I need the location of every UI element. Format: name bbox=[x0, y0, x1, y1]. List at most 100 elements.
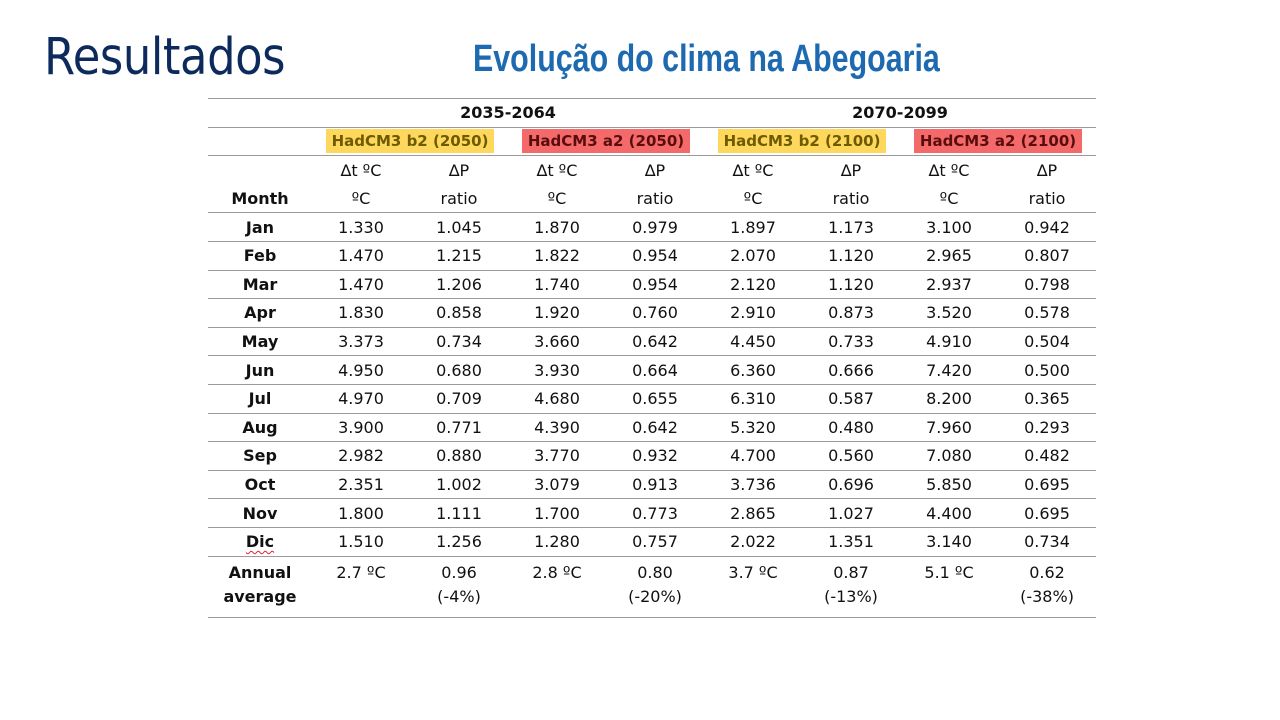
month-cell: Jul bbox=[208, 383, 312, 414]
value-cell: 3.930 bbox=[508, 355, 606, 385]
annual-value-cell: 5.1 ºC bbox=[900, 555, 999, 618]
value-cell: 0.942 bbox=[998, 212, 1097, 242]
value-cell: 2.022 bbox=[704, 526, 803, 556]
annual-value-cell: 0.62 (-38%) bbox=[998, 555, 1097, 618]
period-header-row: 2035-2064 2070-2099 bbox=[208, 98, 1097, 128]
variable-header: ∆P bbox=[410, 155, 508, 185]
value-cell: 0.733 bbox=[802, 326, 901, 356]
unit-header: ºC bbox=[351, 188, 371, 208]
month-label: Mar bbox=[242, 274, 278, 294]
value-cell: 1.280 bbox=[508, 526, 606, 556]
month-cell: Dic bbox=[208, 526, 312, 556]
value-cell: 1.897 bbox=[704, 212, 803, 242]
value-cell: 0.695 bbox=[998, 498, 1097, 528]
month-cell: Aug bbox=[208, 412, 312, 442]
value-cell: 1.045 bbox=[410, 212, 508, 242]
month-label: Feb bbox=[243, 246, 277, 266]
month-label: May bbox=[241, 332, 279, 352]
scenario-header-row: HadCM3 b2 (2050) HadCM3 a2 (2050) HadCM3… bbox=[208, 126, 1097, 156]
value-cell: 0.695 bbox=[998, 469, 1097, 499]
unit-header-row: Month ºC ratio ºC ratio ºC ratio ºC rati… bbox=[208, 184, 1096, 213]
value-cell: 0.734 bbox=[998, 526, 1097, 556]
annual-value-cell: 0.87 (-13%) bbox=[802, 555, 901, 618]
month-cell: Sep bbox=[208, 441, 312, 471]
variable-header: ∆P bbox=[606, 155, 705, 185]
scenario-label: HadCM3 b2 (2100) bbox=[717, 129, 887, 154]
table-row: Feb 1.470 1.215 1.822 0.954 2.070 1.120 2.965 0.… bbox=[208, 240, 1097, 271]
value-cell: 0.773 bbox=[606, 498, 705, 528]
value-cell: 0.560 bbox=[802, 441, 901, 471]
value-cell: 0.680 bbox=[410, 355, 508, 385]
unit-header: ºC bbox=[743, 188, 763, 208]
table-row: Oct 2.351 1.002 3.079 0.913 3.736 0.696 5.850 0.… bbox=[208, 469, 1097, 499]
variable-header: ∆t ºC bbox=[900, 155, 999, 185]
value-cell: 2.865 bbox=[704, 498, 803, 528]
value-cell: 3.520 bbox=[900, 298, 999, 328]
table-row: May 3.373 0.734 3.660 0.642 4.450 0.733 4.910 0.… bbox=[208, 326, 1097, 356]
value-cell: 0.760 bbox=[606, 298, 705, 328]
month-cell: Nov bbox=[208, 498, 312, 528]
value-cell: 0.504 bbox=[998, 326, 1097, 356]
value-cell: 1.120 bbox=[802, 240, 901, 271]
value-cell: 0.954 bbox=[606, 269, 705, 299]
value-cell: 5.850 bbox=[900, 469, 999, 499]
unit-header: ratio bbox=[636, 188, 674, 208]
value-cell: 4.400 bbox=[900, 498, 999, 528]
period-header: 2035-2064 bbox=[312, 98, 705, 128]
value-cell: 0.798 bbox=[998, 269, 1097, 299]
slide-title: Resultados bbox=[44, 28, 286, 87]
value-cell: 1.206 bbox=[410, 269, 508, 299]
climate-table: 2035-2064 2070-2099 HadCM3 b2 (2050) Had… bbox=[208, 98, 1097, 618]
table-row: Aug 3.900 0.771 4.390 0.642 5.320 0.480 7.960 0.… bbox=[208, 412, 1097, 442]
month-label: Oct bbox=[244, 475, 276, 495]
value-cell: 4.950 bbox=[312, 355, 410, 385]
period-header: 2070-2099 bbox=[704, 98, 1097, 128]
value-cell: 1.330 bbox=[312, 212, 410, 242]
month-cell: Mar bbox=[208, 269, 312, 299]
value-cell: 0.954 bbox=[606, 240, 705, 271]
value-cell: 1.120 bbox=[802, 269, 901, 299]
scenario-label: HadCM3 b2 (2050) bbox=[325, 129, 495, 154]
value-cell: 7.960 bbox=[900, 412, 999, 442]
value-cell: 0.655 bbox=[606, 383, 705, 414]
value-cell: 2.910 bbox=[704, 298, 803, 328]
unit-header: ºC bbox=[939, 188, 959, 208]
value-cell: 4.680 bbox=[508, 383, 606, 414]
table-row: Sep 2.982 0.880 3.770 0.932 4.700 0.560 7.080 0.… bbox=[208, 441, 1097, 471]
value-cell: 1.002 bbox=[410, 469, 508, 499]
value-cell: 2.982 bbox=[312, 441, 410, 471]
value-cell: 1.920 bbox=[508, 298, 606, 328]
value-cell: 1.822 bbox=[508, 240, 606, 271]
unit-header: ratio bbox=[440, 188, 478, 208]
variable-header: ∆P bbox=[998, 155, 1097, 185]
table-row: Jun 4.950 0.680 3.930 0.664 6.360 0.666 7.420 0.… bbox=[208, 355, 1097, 385]
value-cell: 4.970 bbox=[312, 383, 410, 414]
value-cell: 0.880 bbox=[410, 441, 508, 471]
table-row: Jul 4.970 0.709 4.680 0.655 6.310 0.587 8.200 0.… bbox=[208, 383, 1097, 414]
value-cell: 0.913 bbox=[606, 469, 705, 499]
value-cell: 0.480 bbox=[802, 412, 901, 442]
value-cell: 1.800 bbox=[312, 498, 410, 528]
value-cell: 0.696 bbox=[802, 469, 901, 499]
value-cell: 0.858 bbox=[410, 298, 508, 328]
value-cell: 3.736 bbox=[704, 469, 803, 499]
scenario-label: HadCM3 a2 (2050) bbox=[521, 129, 691, 154]
table-row: Apr 1.830 0.858 1.920 0.760 2.910 0.873 3.520 0.… bbox=[208, 298, 1097, 328]
value-cell: 0.664 bbox=[606, 355, 705, 385]
value-cell: 0.734 bbox=[410, 326, 508, 356]
month-label: Apr bbox=[244, 303, 276, 323]
variable-header: ∆t ºC bbox=[312, 155, 410, 185]
value-cell: 1.256 bbox=[410, 526, 508, 556]
value-cell: 7.420 bbox=[900, 355, 999, 385]
value-cell: 0.587 bbox=[802, 383, 901, 414]
value-cell: 0.873 bbox=[802, 298, 901, 328]
value-cell: 2.351 bbox=[312, 469, 410, 499]
value-cell: 2.965 bbox=[900, 240, 999, 271]
value-cell: 2.070 bbox=[704, 240, 803, 271]
value-cell: 0.979 bbox=[606, 212, 705, 242]
value-cell: 0.642 bbox=[606, 326, 705, 356]
month-column-header: Month bbox=[231, 188, 289, 208]
annual-value-cell: 2.7 ºC bbox=[312, 555, 410, 618]
value-cell: 0.666 bbox=[802, 355, 901, 385]
variable-header: ∆P bbox=[802, 155, 901, 185]
